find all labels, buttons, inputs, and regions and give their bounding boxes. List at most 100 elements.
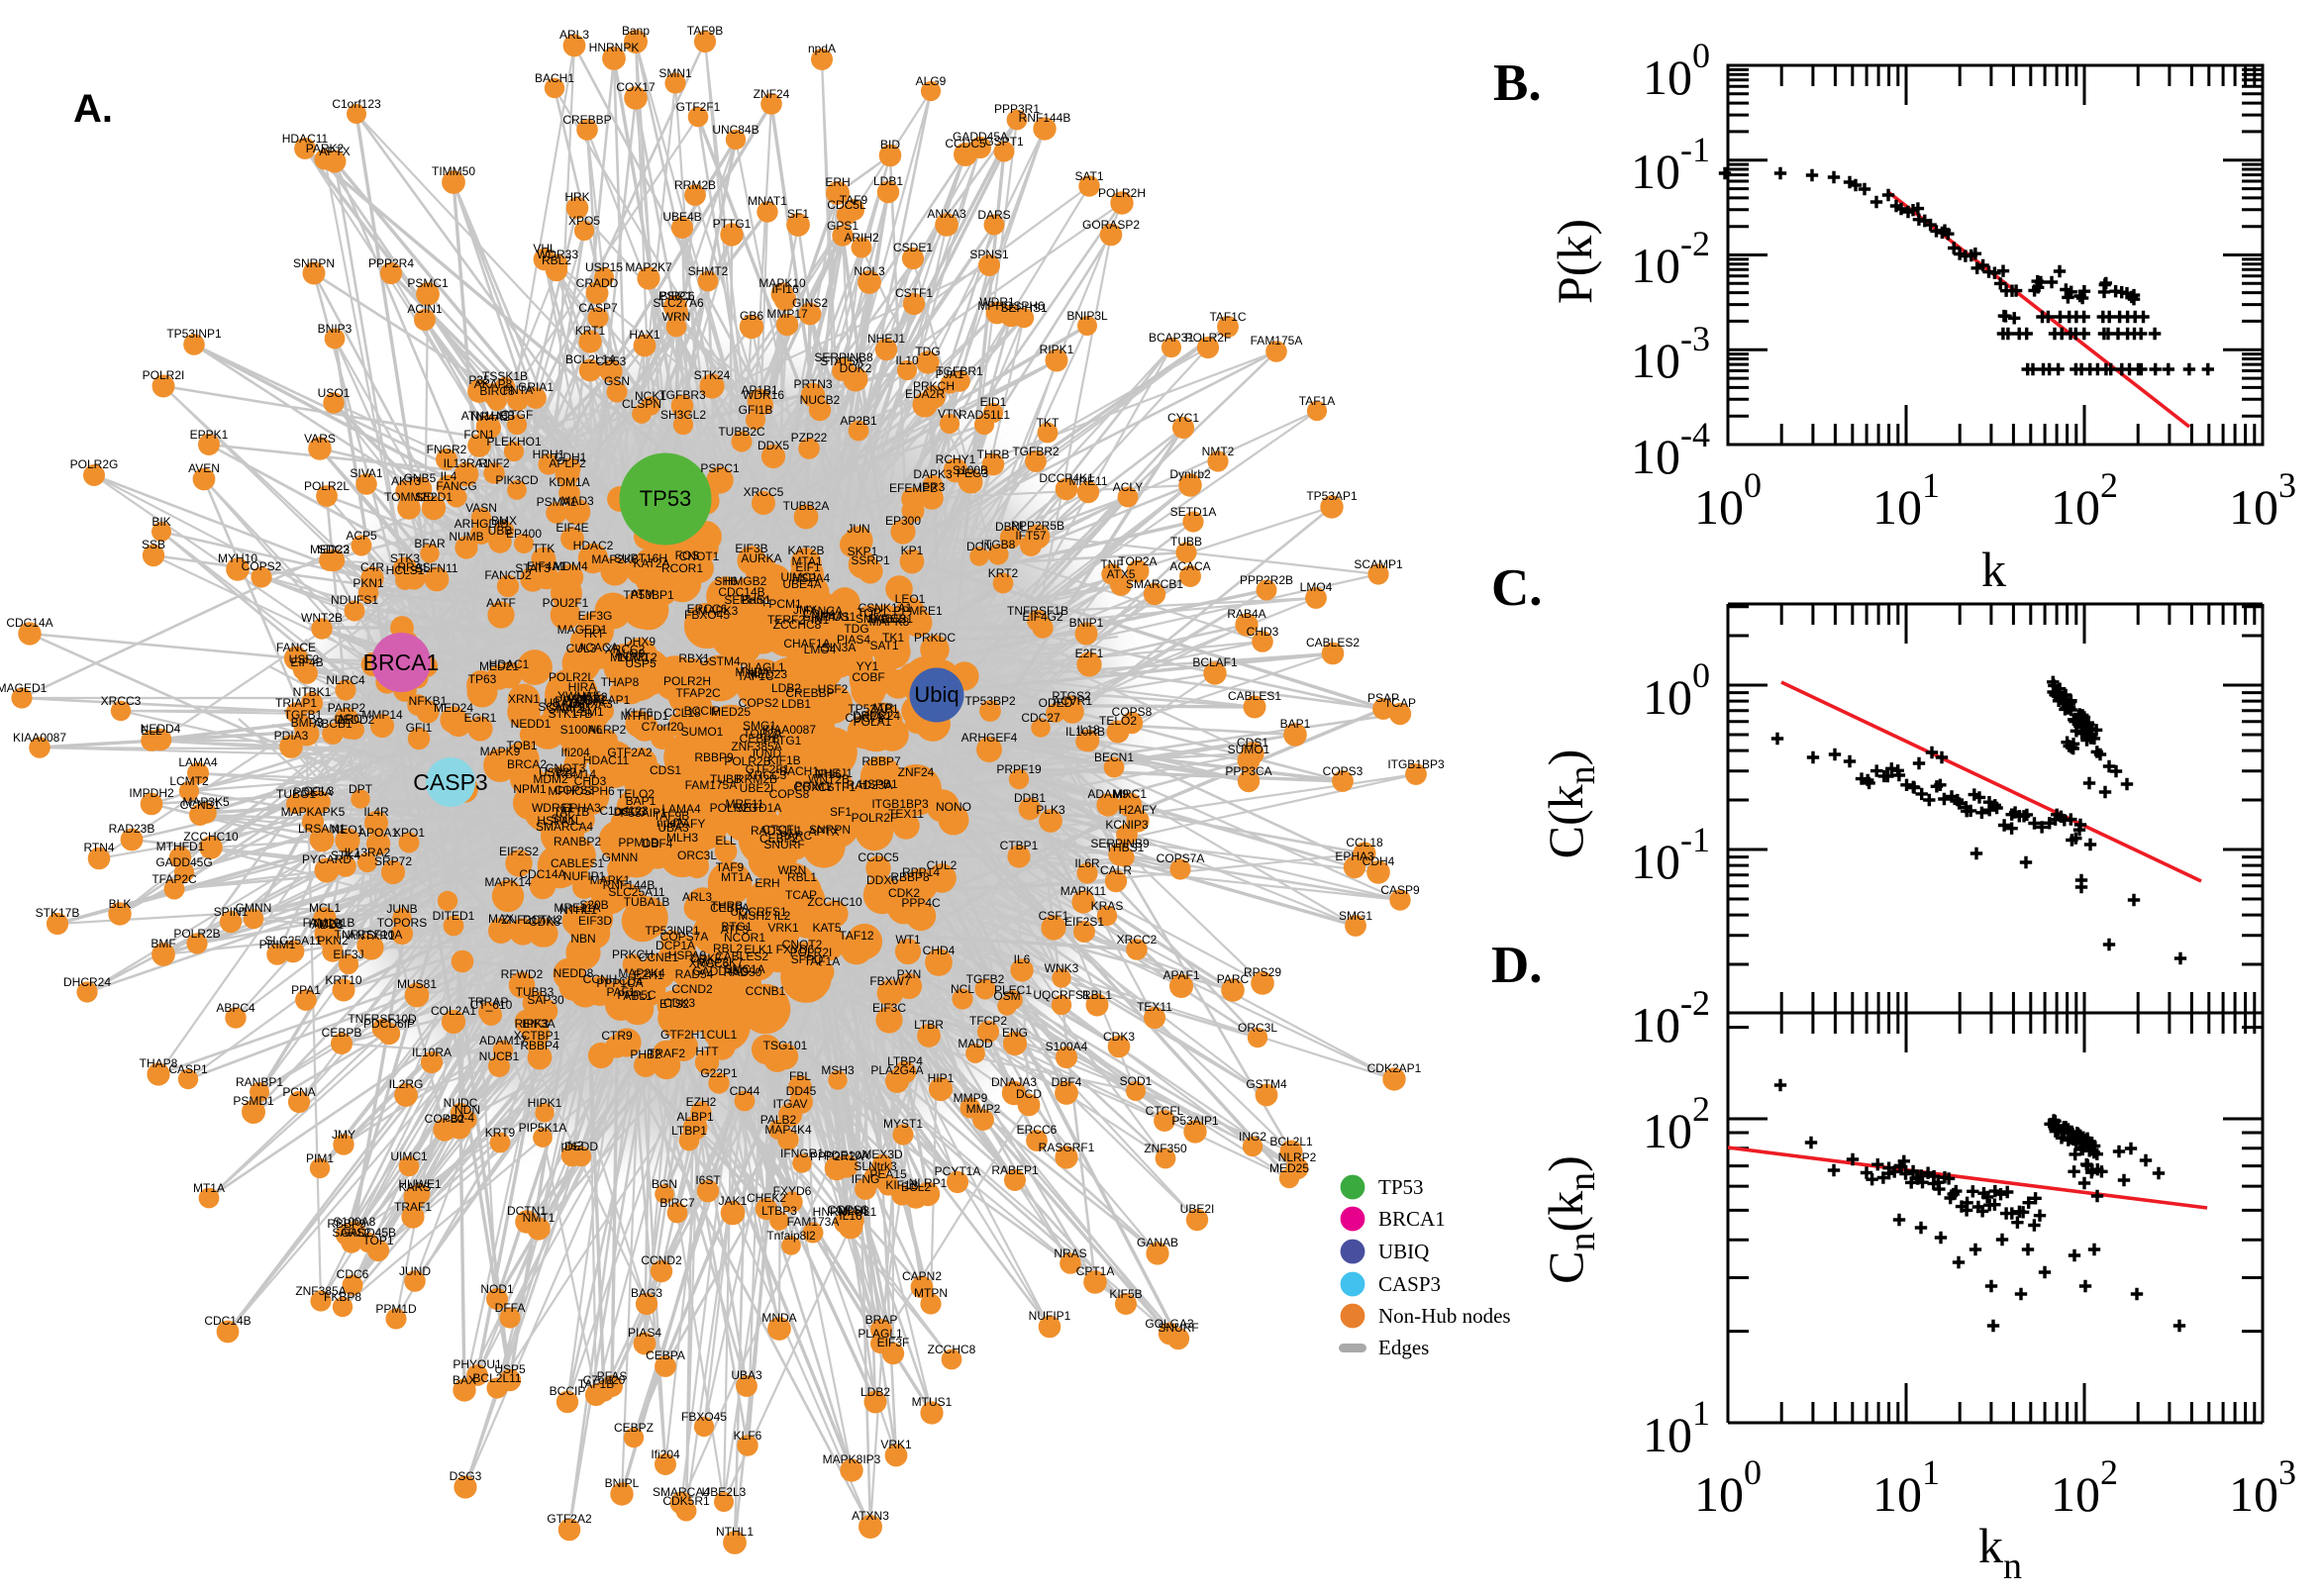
svg-text:PIAS4: PIAS4 bbox=[837, 633, 870, 647]
svg-text:RTN4: RTN4 bbox=[83, 841, 114, 854]
svg-text:EIF4A1: EIF4A1 bbox=[527, 559, 566, 573]
svg-text:B.: B. bbox=[1493, 54, 1542, 112]
svg-text:ZNF385A: ZNF385A bbox=[731, 740, 781, 753]
svg-text:CCL3: CCL3 bbox=[304, 784, 335, 798]
svg-text:GOLGA3: GOLGA3 bbox=[1145, 1317, 1194, 1331]
svg-text:MEX3D: MEX3D bbox=[861, 1147, 903, 1161]
svg-text:DNAJA3: DNAJA3 bbox=[991, 1075, 1037, 1089]
svg-text:STK3: STK3 bbox=[390, 551, 420, 565]
svg-text:LCMT2: LCMT2 bbox=[169, 774, 209, 788]
svg-text:ACACA: ACACA bbox=[1169, 559, 1210, 573]
svg-text:C7orf20: C7orf20 bbox=[583, 1373, 626, 1387]
svg-text:BNIP3L: BNIP3L bbox=[1066, 309, 1108, 323]
svg-text:DCCP4K1: DCCP4K1 bbox=[1039, 471, 1094, 485]
svg-text:TFCP2: TFCP2 bbox=[969, 1014, 1007, 1028]
svg-text:SMARCB1: SMARCB1 bbox=[856, 612, 913, 626]
svg-text:DCD: DCD bbox=[1016, 1087, 1042, 1101]
svg-text:SPIN1: SPIN1 bbox=[214, 905, 249, 919]
svg-text:IL13RA2: IL13RA2 bbox=[345, 846, 391, 859]
svg-text:MSH3: MSH3 bbox=[821, 1063, 855, 1077]
svg-text:EDA2R: EDA2R bbox=[905, 387, 945, 401]
svg-text:RAD52: RAD52 bbox=[868, 612, 907, 626]
svg-text:KRAS: KRAS bbox=[1091, 899, 1124, 913]
svg-text:MRE11: MRE11 bbox=[1068, 474, 1107, 488]
svg-text:SNURF: SNURF bbox=[763, 838, 804, 851]
svg-text:KCNIP3: KCNIP3 bbox=[1105, 818, 1149, 832]
svg-text:UIMC1: UIMC1 bbox=[780, 570, 818, 584]
svg-text:CEBPB: CEBPB bbox=[322, 1026, 362, 1040]
svg-text:XPO1: XPO1 bbox=[393, 826, 425, 840]
svg-text:CASP1: CASP1 bbox=[168, 1062, 208, 1076]
svg-text:BACH1: BACH1 bbox=[535, 71, 574, 85]
svg-text:KIF1B: KIF1B bbox=[767, 753, 800, 767]
svg-text:HIRA: HIRA bbox=[568, 680, 597, 694]
svg-text:PEA15: PEA15 bbox=[869, 1167, 907, 1181]
svg-text:BCCIP: BCCIP bbox=[684, 704, 721, 718]
svg-text:PARP2: PARP2 bbox=[328, 701, 366, 715]
svg-text:S100A6: S100A6 bbox=[560, 723, 603, 737]
svg-text:HDAC11: HDAC11 bbox=[583, 753, 630, 767]
svg-text:KLF6: KLF6 bbox=[734, 1429, 762, 1443]
svg-text:pfs2: pfs2 bbox=[561, 1139, 584, 1152]
svg-text:TUBB3: TUBB3 bbox=[516, 985, 555, 999]
svg-text:LRSAM1: LRSAM1 bbox=[298, 822, 346, 836]
svg-text:TSG101: TSG101 bbox=[763, 1039, 808, 1052]
svg-text:SAT1: SAT1 bbox=[1074, 169, 1103, 183]
svg-text:ced-4: ced-4 bbox=[445, 1111, 474, 1125]
svg-text:CTGF: CTGF bbox=[501, 408, 534, 422]
svg-text:TGFB1: TGFB1 bbox=[284, 708, 323, 722]
svg-text:RCHY1: RCHY1 bbox=[936, 452, 976, 466]
svg-text:SARS2: SARS2 bbox=[332, 1226, 371, 1240]
svg-text:CTCFL: CTCFL bbox=[762, 823, 801, 837]
svg-text:UNC84B: UNC84B bbox=[712, 123, 758, 137]
svg-text:G22P1: G22P1 bbox=[700, 1066, 738, 1080]
svg-text:LTBP1: LTBP1 bbox=[671, 1124, 707, 1138]
svg-text:CASP9: CASP9 bbox=[1380, 883, 1420, 897]
svg-text:MAPKAPK5: MAPKAPK5 bbox=[281, 805, 346, 819]
svg-text:MDM4: MDM4 bbox=[553, 559, 588, 573]
svg-text:TAF1A: TAF1A bbox=[1299, 394, 1335, 408]
svg-text:NCK1: NCK1 bbox=[635, 389, 666, 403]
svg-text:TK1: TK1 bbox=[882, 631, 904, 645]
svg-text:POLA1: POLA1 bbox=[854, 715, 892, 729]
svg-text:BNIP3: BNIP3 bbox=[318, 322, 353, 336]
svg-text:POLR2F: POLR2F bbox=[1185, 331, 1232, 345]
svg-text:FNTA: FNTA bbox=[503, 383, 533, 397]
svg-text:RBBP4: RBBP4 bbox=[520, 1039, 559, 1052]
svg-text:SUPT16H: SUPT16H bbox=[614, 551, 667, 565]
svg-text:ITGB1BP3: ITGB1BP3 bbox=[1387, 757, 1445, 771]
svg-text:RPS29: RPS29 bbox=[1244, 965, 1281, 979]
svg-text:PRIM1: PRIM1 bbox=[795, 779, 832, 793]
svg-text:RBBP9: RBBP9 bbox=[694, 750, 734, 764]
svg-text:RBBP8: RBBP8 bbox=[890, 870, 930, 884]
svg-text:ZCCHC10: ZCCHC10 bbox=[807, 895, 862, 909]
svg-text:BACH1: BACH1 bbox=[779, 764, 819, 778]
svg-text:KIF5B: KIF5B bbox=[1109, 1287, 1142, 1301]
svg-text:RABEP1: RABEP1 bbox=[991, 1163, 1039, 1177]
svg-text:JUNB: JUNB bbox=[386, 902, 417, 916]
svg-text:MTUS1: MTUS1 bbox=[816, 610, 857, 624]
svg-text:USF2: USF2 bbox=[289, 652, 320, 666]
svg-text:USF2: USF2 bbox=[818, 682, 849, 696]
svg-text:TKT: TKT bbox=[582, 627, 605, 641]
svg-text:ALBP1: ALBP1 bbox=[676, 1110, 714, 1124]
svg-text:BAG3: BAG3 bbox=[631, 1286, 662, 1300]
svg-text:PZP22: PZP22 bbox=[791, 431, 828, 445]
svg-text:PEG3: PEG3 bbox=[957, 466, 988, 480]
svg-text:CNOT2: CNOT2 bbox=[782, 938, 823, 951]
svg-text:THAP8: THAP8 bbox=[601, 675, 640, 689]
svg-text:CTCFL: CTCFL bbox=[1146, 1104, 1184, 1118]
svg-text:PSMA1: PSMA1 bbox=[537, 495, 577, 509]
svg-text:FBXO45: FBXO45 bbox=[681, 1410, 727, 1424]
svg-text:STAT5A: STAT5A bbox=[820, 354, 863, 368]
svg-text:TNF: TNF bbox=[1100, 557, 1123, 571]
svg-text:PXN: PXN bbox=[897, 967, 922, 981]
svg-text:CUL2: CUL2 bbox=[927, 858, 958, 872]
svg-text:DBNL: DBNL bbox=[995, 520, 1027, 534]
svg-text:NLRC4: NLRC4 bbox=[326, 673, 365, 687]
svg-text:BRCA2: BRCA2 bbox=[507, 757, 547, 771]
svg-text:CEBPZ: CEBPZ bbox=[759, 832, 799, 846]
svg-text:ANXA3: ANXA3 bbox=[573, 697, 613, 711]
svg-text:ARIH2: ARIH2 bbox=[844, 231, 879, 245]
svg-text:SOD1: SOD1 bbox=[1120, 1074, 1153, 1088]
